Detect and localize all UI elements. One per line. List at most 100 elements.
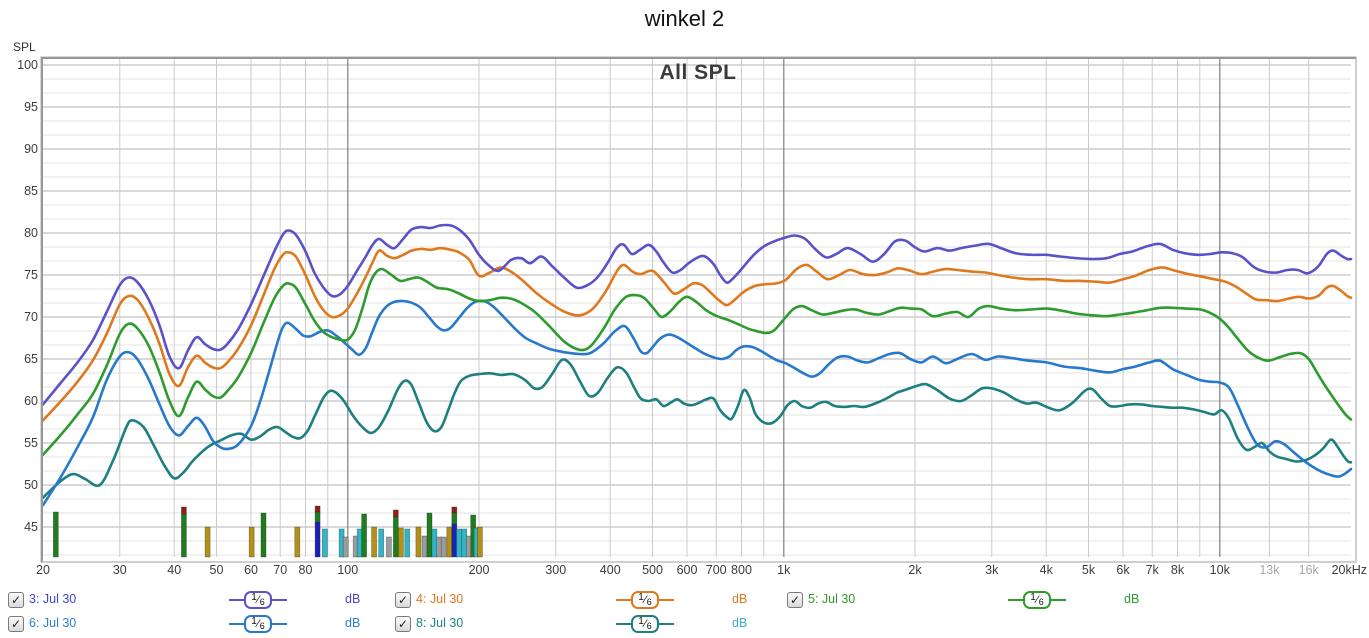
measurement-bar: [181, 513, 187, 558]
x-tick-300: 300: [545, 563, 567, 577]
smoothing-value: 1: [251, 616, 257, 627]
smoothing-value: ⁄: [644, 618, 647, 630]
y-tick-50: 50: [24, 478, 38, 492]
measurement-bar: [451, 512, 458, 525]
legend-item-4: ✓ 4: Jul 30 1 ⁄ 6 dB: [395, 591, 781, 609]
smoothing-value: ⁄: [257, 594, 260, 606]
trace-color-line: [271, 599, 287, 601]
spl-graph[interactable]: [43, 59, 1353, 559]
trace-visible-checkbox[interactable]: ✓: [8, 592, 24, 608]
x-tick-80: 80: [298, 563, 313, 577]
measurement-bar: [321, 528, 328, 558]
x-tick-30: 30: [112, 563, 127, 577]
x-tick-2k: 2k: [908, 563, 922, 577]
smoothing-indicator: 1 ⁄ 6: [593, 615, 697, 633]
measurement-bar: [52, 511, 59, 558]
trace-unit-label: dB: [732, 616, 748, 630]
x-tick-3k: 3k: [985, 563, 999, 577]
x-tick-100: 100: [337, 563, 359, 577]
trace-label[interactable]: 6: Jul 30: [29, 616, 77, 630]
measurement-bar: [314, 505, 321, 513]
spl-trace-8[interactable]: [43, 358, 1353, 499]
spl-trace-5[interactable]: [43, 267, 1353, 457]
measurement-bar: [451, 506, 458, 514]
y-tick-80: 80: [24, 226, 38, 240]
measurement-bar: [294, 526, 301, 558]
smoothing-value: 1: [1030, 592, 1036, 603]
y-tick-60: 60: [24, 394, 38, 408]
chart-title: winkel 2: [644, 6, 725, 31]
trace-visible-checkbox[interactable]: ✓: [395, 592, 411, 608]
y-tick-85: 85: [24, 184, 38, 198]
x-tick-10k: 10k: [1209, 563, 1230, 577]
smoothing-value: 1: [251, 592, 257, 603]
measurement-bar: [378, 528, 385, 558]
x-tick-4k: 4k: [1039, 563, 1053, 577]
trace-unit-label: dB: [345, 616, 361, 630]
trace-visible-checkbox[interactable]: ✓: [787, 592, 803, 608]
smoothing-value: ⁄: [1036, 594, 1039, 606]
trace-label[interactable]: 5: Jul 30: [808, 592, 856, 606]
x-tick-700: 700: [705, 563, 727, 577]
smoothing-value: 6: [646, 597, 652, 607]
x-tick-16k: 16k: [1298, 563, 1319, 577]
trace-color-line: [229, 623, 245, 625]
trace-color-line: [271, 623, 287, 625]
spl-trace-4[interactable]: [43, 246, 1353, 422]
smoothing-value: 6: [259, 621, 265, 631]
smoothing-badge: 1 ⁄ 6: [1023, 591, 1051, 609]
smoothing-indicator: 1 ⁄ 6: [206, 615, 310, 633]
smoothing-value: 6: [1038, 597, 1044, 607]
x-tick-8k: 8k: [1170, 563, 1185, 577]
measurement-bar: [386, 536, 392, 558]
trace-visible-checkbox[interactable]: ✓: [8, 616, 24, 632]
measurement-bar: [314, 511, 321, 523]
smoothing-value: 1: [638, 592, 644, 603]
legend-item-8: ✓ 8: Jul 30 1 ⁄ 6 dB: [395, 615, 781, 633]
trace-color-line: [658, 623, 674, 625]
measurement-bar: [398, 527, 404, 558]
trace-label[interactable]: 3: Jul 30: [29, 592, 77, 606]
smoothing-badge: 1 ⁄ 6: [631, 615, 659, 633]
legend-item-5: ✓ 5: Jul 30 1 ⁄ 6 dB: [787, 591, 1173, 609]
measurement-bar: [204, 526, 211, 558]
measurement-bar: [436, 536, 442, 558]
trace-color-line: [1008, 599, 1024, 601]
trace-color-line: [616, 599, 632, 601]
trace-visible-checkbox[interactable]: ✓: [395, 616, 411, 632]
smoothing-badge: 1 ⁄ 6: [631, 591, 659, 609]
smoothing-value: 1: [638, 616, 644, 627]
spl-trace-3[interactable]: [43, 223, 1353, 406]
measurement-bar: [431, 528, 438, 558]
smoothing-value: ⁄: [644, 594, 647, 606]
x-tick-200: 200: [468, 563, 490, 577]
smoothing-indicator: 1 ⁄ 6: [985, 591, 1089, 609]
trace-color-line: [658, 599, 674, 601]
x-tick-500: 500: [642, 563, 663, 577]
plot-area[interactable]: [41, 57, 1357, 563]
legend-item-3: ✓ 3: Jul 30 1 ⁄ 6 dB: [8, 591, 394, 609]
measurement-bar: [342, 536, 349, 558]
y-axis-unit-label: SPL: [13, 40, 36, 54]
measurement-bar: [392, 516, 399, 558]
x-tick-20: 20: [36, 563, 50, 577]
measurement-bar: [421, 535, 428, 558]
x-tick-1k: 1k: [777, 563, 791, 577]
measurement-bar: [451, 523, 458, 558]
trace-label[interactable]: 8: Jul 30: [416, 616, 464, 630]
legend-item-6: ✓ 6: Jul 30 1 ⁄ 6 dB: [8, 615, 394, 633]
measurement-bar: [248, 526, 255, 558]
trace-label[interactable]: 4: Jul 30: [416, 592, 464, 606]
spl-trace-6[interactable]: [43, 299, 1353, 507]
measurement-bar: [426, 512, 433, 558]
measurement-bar: [371, 526, 377, 558]
measurement-bar: [314, 521, 321, 558]
x-tick-600: 600: [676, 563, 698, 577]
trace-unit-label: dB: [345, 592, 361, 606]
x-tick-70: 70: [273, 563, 288, 577]
measurement-bar: [440, 536, 447, 558]
y-tick-45: 45: [24, 520, 38, 534]
smoothing-value: ⁄: [257, 618, 260, 630]
graph-overlay-title: All SPL: [659, 61, 737, 84]
smoothing-badge: 1 ⁄ 6: [244, 591, 272, 609]
